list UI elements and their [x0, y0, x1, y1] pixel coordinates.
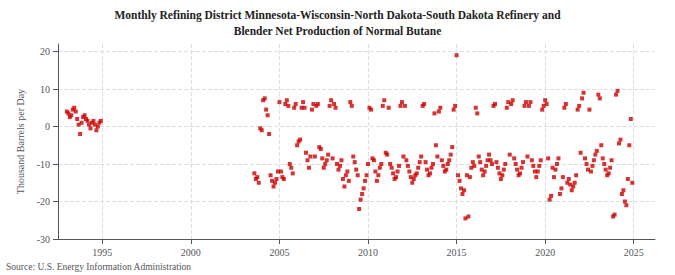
- svg-text:-30: -30: [37, 234, 50, 245]
- svg-text:2000: 2000: [181, 247, 201, 258]
- svg-text:1995: 1995: [92, 247, 112, 258]
- svg-text:2005: 2005: [269, 247, 289, 258]
- svg-text:2015: 2015: [447, 247, 467, 258]
- svg-text:Source: U.S. Energy Informatio: Source: U.S. Energy Information Administ…: [6, 262, 191, 272]
- svg-text:Monthly Refining District Minn: Monthly Refining District Minnesota-Wisc…: [114, 9, 561, 22]
- svg-text:0: 0: [45, 121, 50, 132]
- svg-text:Blender Net Production of Norm: Blender Net Production of Normal Butane: [234, 25, 442, 37]
- svg-text:-10: -10: [37, 159, 50, 170]
- svg-text:Thousand Barrels per Day: Thousand Barrels per Day: [15, 89, 26, 194]
- svg-text:-20: -20: [37, 196, 50, 207]
- svg-text:2020: 2020: [535, 247, 555, 258]
- svg-text:20: 20: [40, 46, 50, 57]
- svg-text:2025: 2025: [624, 247, 644, 258]
- svg-text:2010: 2010: [358, 247, 378, 258]
- svg-text:10: 10: [40, 84, 50, 95]
